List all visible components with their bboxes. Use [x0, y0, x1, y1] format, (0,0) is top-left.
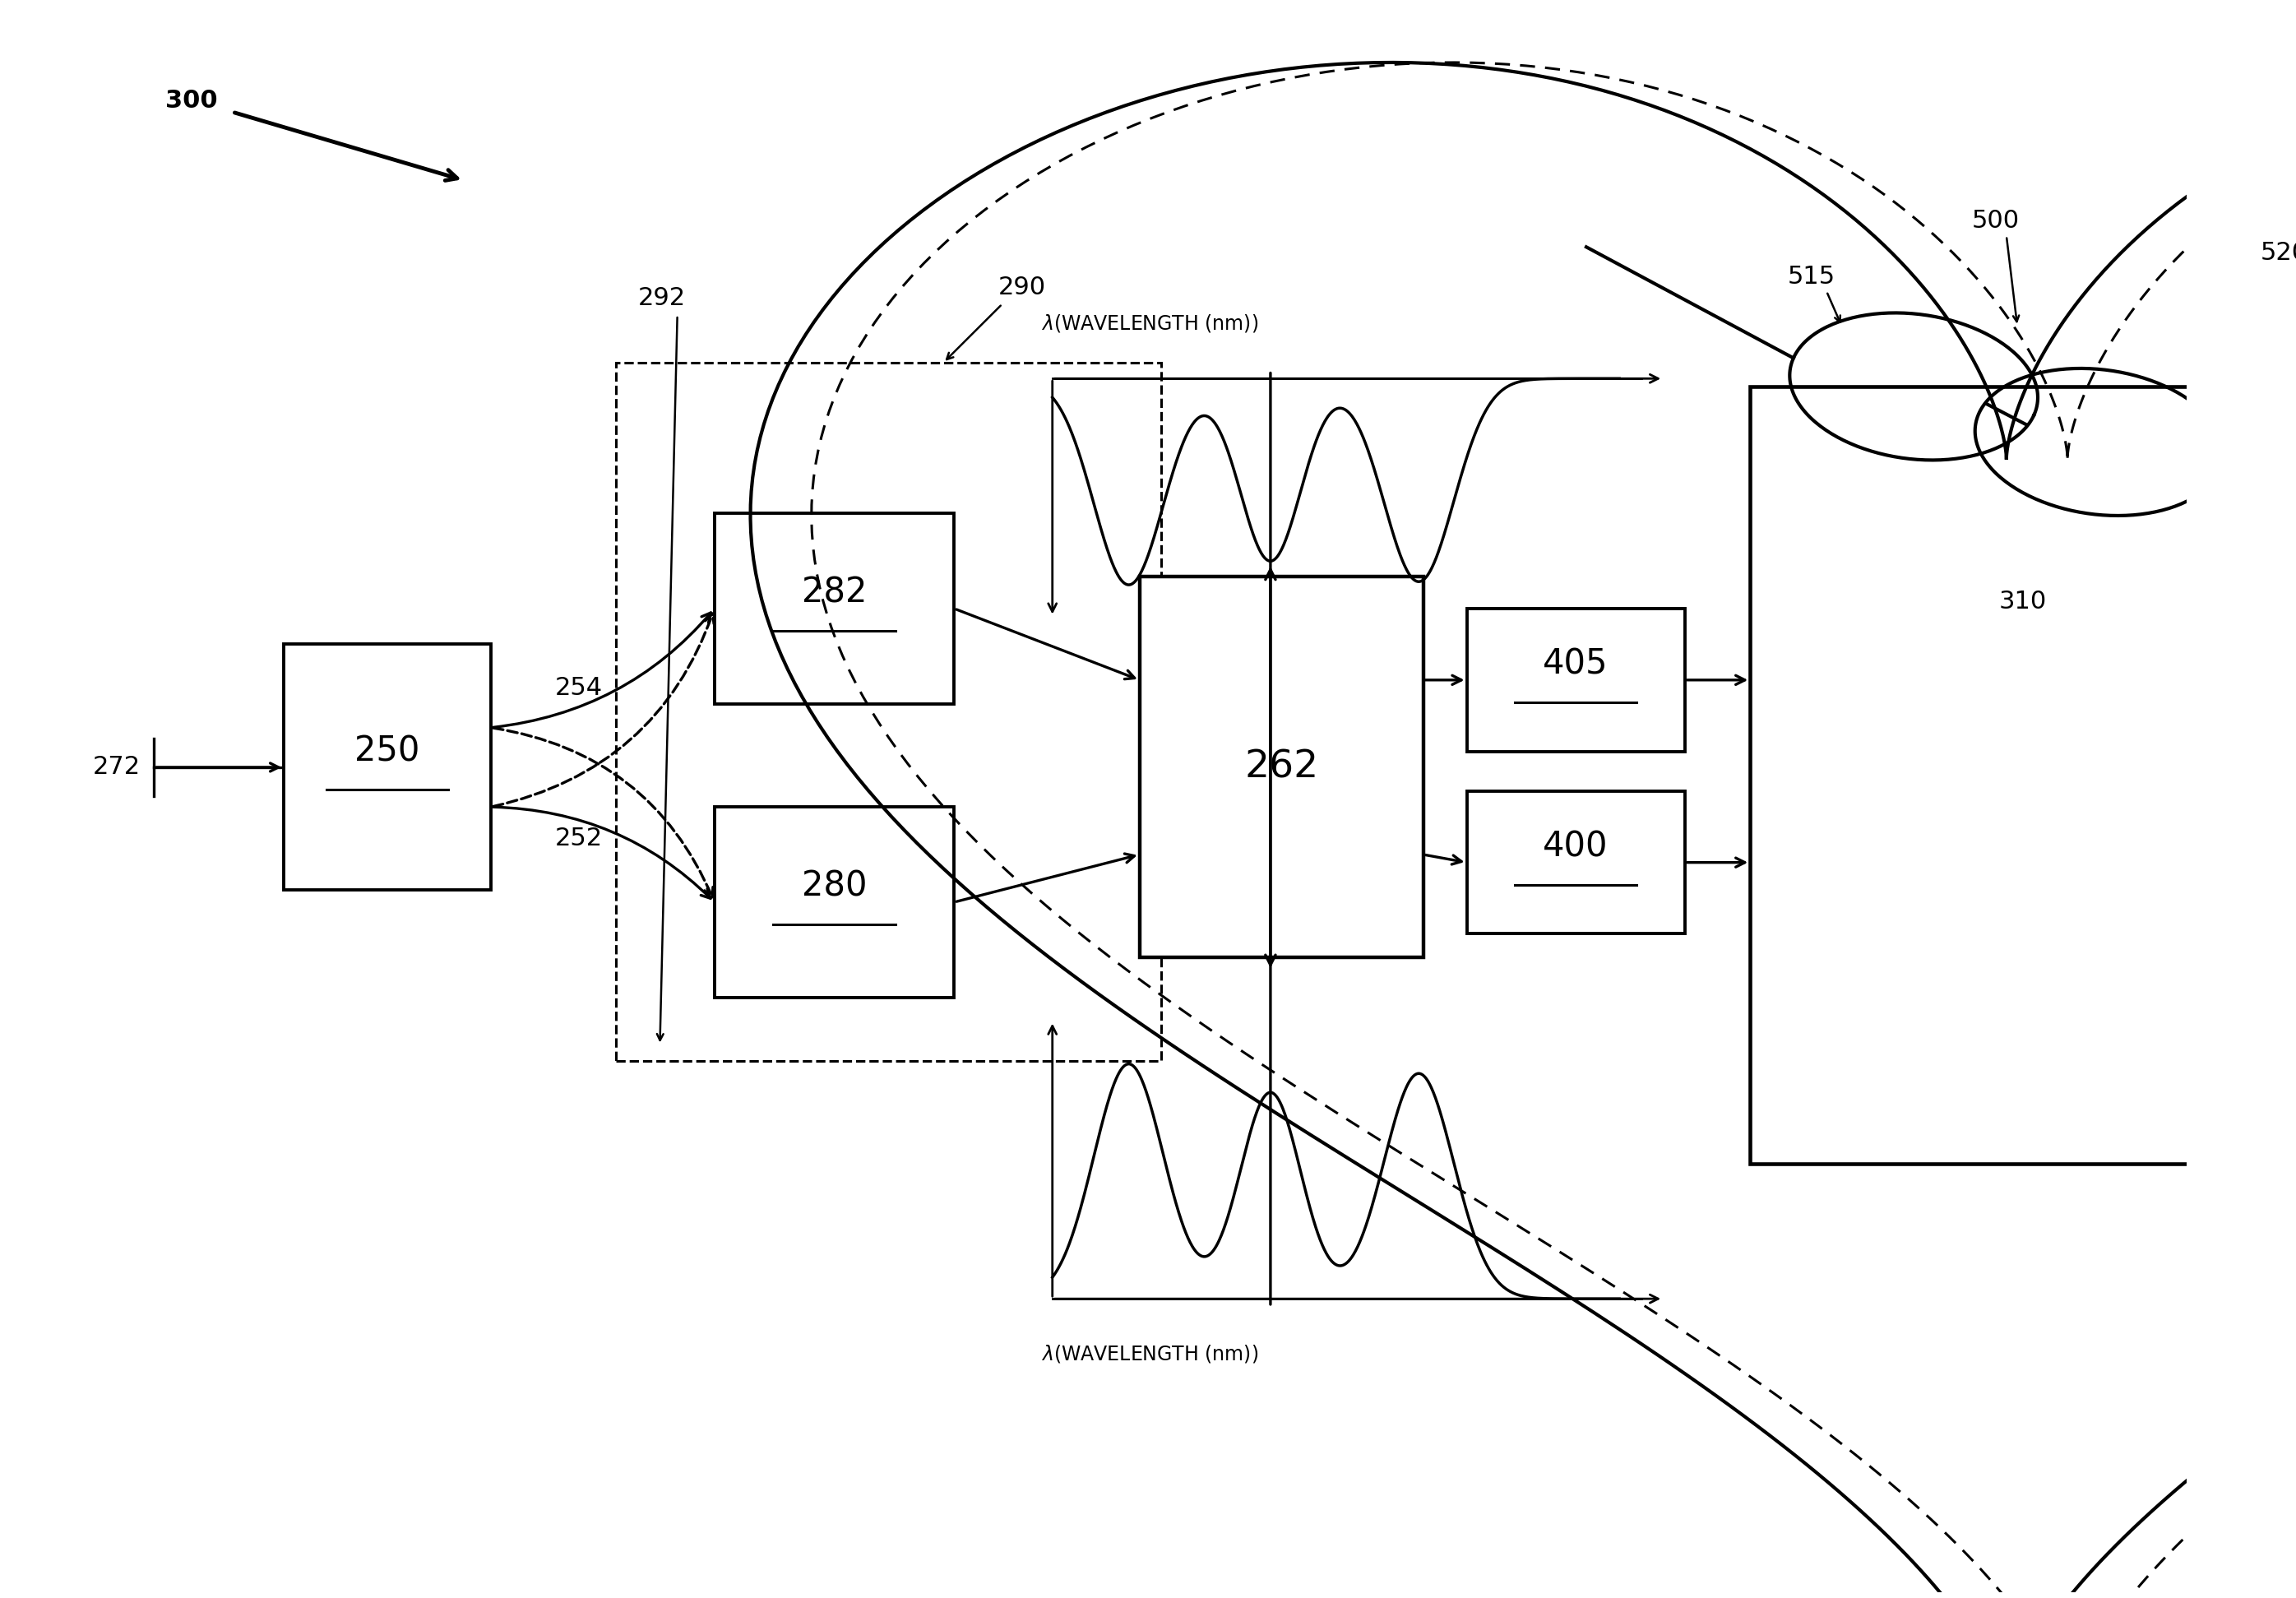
- Text: 515: 515: [1786, 264, 1835, 288]
- Text: $\lambda$(WAVELENGTH (nm)): $\lambda$(WAVELENGTH (nm)): [1042, 313, 1258, 334]
- Text: 250: 250: [354, 733, 420, 769]
- Text: 520: 520: [2262, 241, 2296, 265]
- Text: 400: 400: [1543, 829, 1609, 865]
- Text: 292: 292: [638, 286, 687, 310]
- Bar: [714, 807, 955, 997]
- Bar: [1467, 609, 1685, 751]
- Bar: [285, 644, 491, 890]
- Text: 262: 262: [1244, 749, 1318, 786]
- Text: 310: 310: [2000, 590, 2046, 614]
- Text: $\lambda$(WAVELENGTH (nm)): $\lambda$(WAVELENGTH (nm)): [1042, 1344, 1258, 1365]
- Bar: [1139, 577, 1424, 957]
- Text: 282: 282: [801, 575, 868, 610]
- Bar: [615, 363, 1162, 1061]
- Bar: [1750, 387, 2296, 1163]
- Bar: [714, 513, 955, 703]
- Text: 254: 254: [556, 676, 604, 700]
- Text: 405: 405: [1543, 647, 1609, 681]
- Text: 280: 280: [801, 869, 868, 903]
- Text: 252: 252: [556, 826, 604, 850]
- Text: 300: 300: [165, 89, 218, 113]
- Text: 290: 290: [999, 275, 1045, 299]
- Bar: [1467, 791, 1685, 933]
- Text: 272: 272: [94, 756, 140, 780]
- Text: 500: 500: [1972, 209, 2020, 233]
